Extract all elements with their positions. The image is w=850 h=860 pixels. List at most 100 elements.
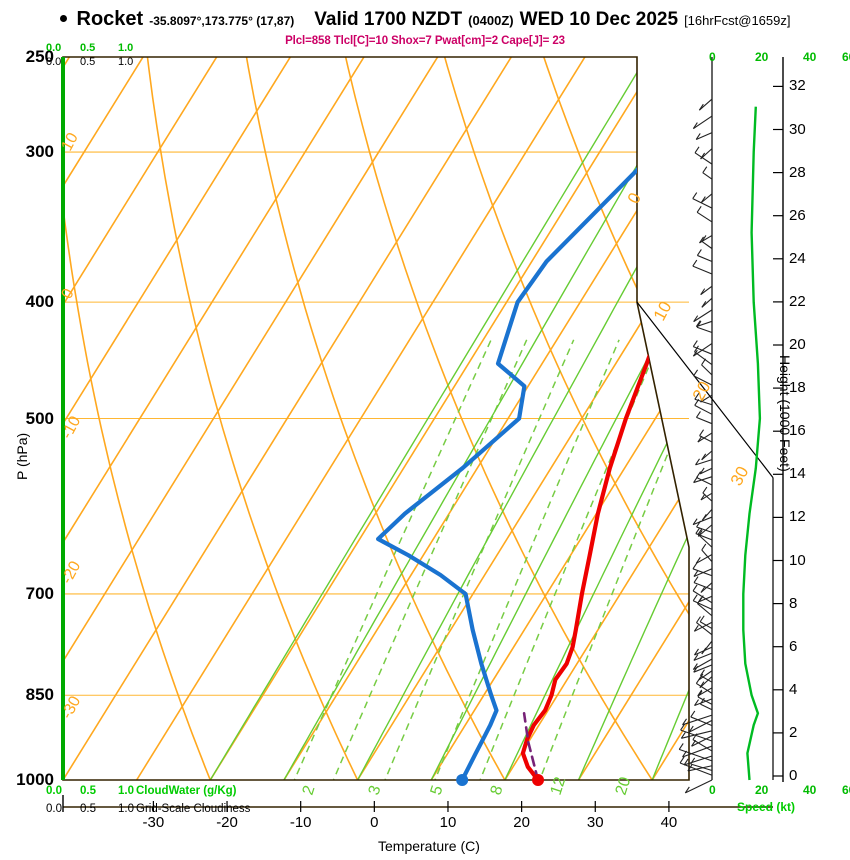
inline-label: 30	[727, 463, 753, 489]
wind-barb	[693, 309, 713, 323]
isotherm-40	[651, 57, 689, 780]
height-tick-8: 8	[789, 594, 798, 612]
wind-barb-panel	[636, 57, 774, 794]
speed-top-tick-60: 60	[842, 50, 850, 64]
height-tick-28: 28	[789, 163, 806, 181]
wind-barb	[692, 600, 713, 610]
wind-barb	[682, 745, 713, 758]
wind-barb-flag	[682, 750, 687, 758]
temperature-tick-10: 10	[439, 814, 457, 831]
wind-barb-flag	[699, 236, 704, 244]
wind-barb	[696, 526, 713, 533]
wind-barb-flag	[694, 699, 699, 706]
inline-label: 3	[366, 783, 385, 797]
speed-top-tick-20: 20	[755, 50, 769, 64]
wind-barb-flag	[693, 315, 699, 322]
wind-barb	[698, 670, 713, 681]
dry-adiabat-0	[144, 57, 371, 780]
zulu-time: (0400Z)	[468, 13, 514, 28]
wind-barb-flag	[693, 625, 699, 632]
pressure-tick-700: 700	[25, 583, 54, 603]
wind-barb-flag	[692, 584, 698, 592]
dewpoint-marker	[456, 774, 469, 786]
height-tick-0: 0	[789, 767, 798, 784]
wind-barb	[693, 115, 713, 130]
wind-barb-flag	[692, 192, 698, 199]
wind-barb-flag	[693, 476, 699, 483]
wind-barb-flag	[698, 673, 704, 681]
wind-barb-flag	[693, 576, 699, 583]
wind-barb-flag	[692, 562, 698, 570]
wind-barb	[700, 193, 713, 204]
wind-barb	[702, 172, 713, 180]
wind-barb-flag	[697, 528, 703, 535]
sounding-parameters: Plcl=858 Tlcl[C]=10 Shox=7 Pwat[cm]=2 Ca…	[285, 35, 565, 47]
inline-label: 20	[689, 378, 715, 404]
wind-barb	[690, 716, 713, 727]
wind-barb-flag	[696, 206, 702, 213]
wind-barb-flag	[694, 392, 700, 400]
wind-barb-flag	[694, 345, 699, 353]
wind-barb-flag	[691, 739, 697, 747]
wind-barb	[701, 364, 713, 376]
wind-barb	[695, 533, 713, 541]
wind-barb	[696, 211, 713, 223]
wind-barb	[700, 285, 713, 296]
speed-bottom-tick-0: 0	[709, 783, 716, 797]
cloudwater-bottom-green-1: 0.5	[80, 785, 96, 797]
temperature-tick-20: 20	[513, 814, 530, 831]
isotherm--50	[63, 57, 511, 780]
wind-barb	[700, 148, 713, 160]
wind-barb-flag	[701, 453, 707, 461]
wind-barb	[692, 265, 713, 275]
wind-barb-flag	[694, 146, 700, 154]
isotherm-lines	[63, 57, 689, 780]
station-coordinates: -35.8097°,173.775° (17,87)	[149, 14, 295, 28]
wind-barb-flag	[699, 429, 705, 437]
wind-barb	[696, 320, 713, 328]
sounding-traces	[376, 104, 689, 780]
height-tick-6: 6	[789, 637, 798, 655]
wind-barb-flag	[683, 758, 689, 766]
cloudwater-top-green-0: 0.0	[46, 42, 62, 54]
speed-top-tick-40: 40	[803, 50, 817, 64]
station-dot-icon	[59, 15, 67, 22]
inline-label: 12	[548, 775, 570, 797]
mixing-ratio-20	[536, 339, 689, 780]
wind-barb	[695, 459, 713, 466]
height-tick-12: 12	[789, 508, 806, 526]
moist-adiabat-10	[417, 57, 689, 780]
wind-barb-flag	[684, 786, 690, 794]
cloudiness-top-black-2: 1.0	[118, 56, 134, 68]
surface-markers	[456, 774, 545, 786]
wind-barb-flag	[701, 514, 707, 521]
wind-barb-flag	[696, 249, 702, 256]
speed-bottom-tick-20: 20	[755, 783, 769, 797]
isotherm--100	[63, 57, 143, 780]
wind-barb-flag	[701, 301, 707, 308]
station-name: Rocket	[76, 8, 144, 30]
mixing-ratio-5	[382, 339, 575, 780]
wind-barb-flag	[699, 681, 705, 689]
wind-barb	[682, 714, 713, 726]
wind-barb-flag	[696, 616, 701, 623]
wind-barb	[691, 735, 713, 747]
trace-parcel	[522, 712, 540, 780]
wind-barb-flag	[702, 486, 708, 494]
isotherm--20	[209, 57, 689, 780]
inline-label: 20	[613, 775, 635, 797]
mixing-ratio-2	[291, 339, 492, 780]
inline-label: 2	[300, 783, 319, 797]
wind-barb	[700, 394, 713, 403]
height-tick-2: 2	[789, 723, 798, 741]
wind-barb-flag	[697, 689, 703, 697]
height-tick-4: 4	[789, 680, 798, 698]
wind-barb	[700, 492, 713, 501]
wind-barb-flag	[693, 570, 699, 577]
wind-barb-flag	[690, 710, 696, 718]
wind-barb-flag	[687, 764, 693, 772]
wind-barb	[693, 664, 713, 673]
mixing-ratio-12	[477, 339, 661, 780]
wind-barb-flag	[692, 340, 698, 347]
isotherm--40	[63, 57, 585, 780]
